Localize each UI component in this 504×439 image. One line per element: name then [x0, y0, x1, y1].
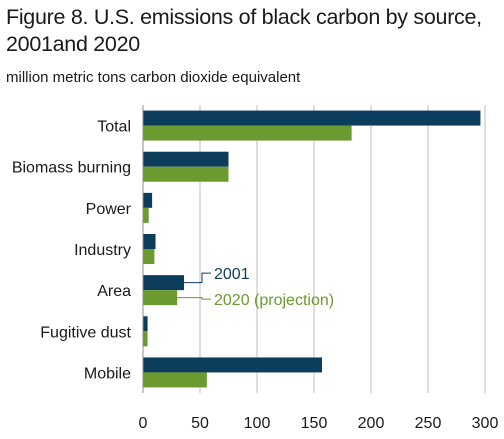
bar-total-2020-projection — [143, 125, 352, 141]
x-tick-label-100: 100 — [244, 415, 271, 432]
category-label-area: Area — [97, 283, 131, 300]
x-tick-label-300: 300 — [472, 415, 499, 432]
bar-industry-2020-projection — [143, 249, 155, 264]
chart-title-line-1: Figure 8. U.S. emissions of black carbon… — [6, 5, 482, 29]
bar-power-2001 — [143, 192, 153, 208]
bar-total-2001 — [143, 110, 481, 126]
chart-title-line-2: 2001and 2020 — [6, 32, 140, 56]
legend-leader-2001 — [184, 272, 211, 284]
bar-area-2020-projection — [143, 290, 178, 306]
category-label-biomass-burning: Biomass burning — [12, 160, 131, 177]
legend-label-2001: 2001 — [214, 266, 250, 283]
legend-label-2020-projection: 2020 (projection) — [214, 292, 334, 309]
category-label-total: Total — [97, 119, 131, 136]
x-tick-label-150: 150 — [301, 415, 328, 432]
bar-biomass-burning-2001 — [143, 151, 229, 167]
category-label-fugitive-dust: Fugitive dust — [40, 324, 131, 341]
legend-leader-2020-projection — [177, 297, 211, 300]
category-label-industry: Industry — [74, 242, 131, 259]
x-tick-label-200: 200 — [358, 415, 385, 432]
category-label-power: Power — [86, 201, 132, 218]
bar-industry-2001 — [143, 234, 156, 249]
chart-subtitle: million metric tons carbon dioxide equiv… — [6, 69, 301, 86]
bar-power-2020-projection — [143, 207, 149, 223]
bar-mobile-2001 — [143, 357, 322, 373]
bar-fugitive-dust-2001 — [143, 316, 148, 332]
x-tick-label-0: 0 — [139, 415, 148, 432]
chart-title: Figure 8. U.S. emissions of black carbon… — [6, 4, 482, 58]
bar-fugitive-dust-2020-projection — [143, 331, 148, 347]
bar-area-2001 — [143, 275, 185, 291]
x-tick-label-250: 250 — [415, 415, 442, 432]
bar-biomass-burning-2020-projection — [143, 166, 229, 182]
x-tick-label-50: 50 — [191, 415, 209, 432]
bar-mobile-2020-projection — [143, 372, 207, 388]
category-label-mobile: Mobile — [84, 365, 131, 382]
